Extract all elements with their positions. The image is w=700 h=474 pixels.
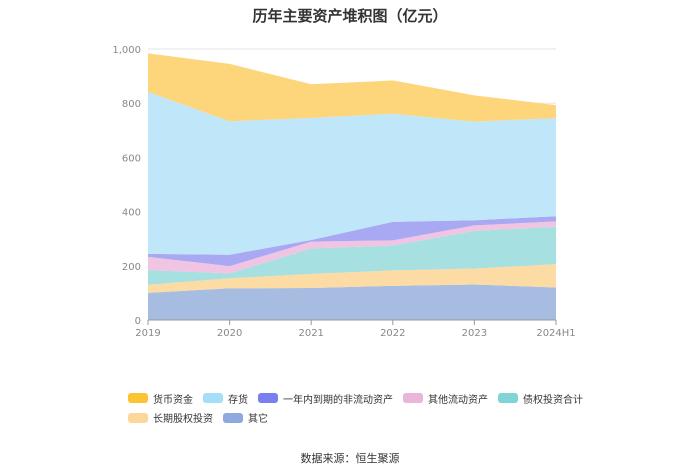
area-货币资金 <box>148 53 556 122</box>
x-tick-label: 2023 <box>462 328 487 339</box>
y-tick-label: 200 <box>122 262 141 273</box>
legend-label: 货币资金 <box>153 394 193 406</box>
y-tick-label: 600 <box>122 153 141 164</box>
y-tick-label: 1,000 <box>112 45 141 56</box>
legend-item[interactable]: 一年内到期的非流动资产 <box>258 389 393 408</box>
legend-label: 存货 <box>228 394 248 406</box>
legend-swatch <box>128 393 148 403</box>
x-tick-label: 2019 <box>135 328 160 339</box>
data-source-note: 数据来源：恒生聚源 <box>300 452 400 465</box>
area-长期股权投资 <box>148 264 556 293</box>
legend: 货币资金 存货 一年内到期的非流动资产 其他流动资产 债权投资合计长期股权投资 其它 <box>128 388 598 427</box>
chart-title: 历年主要资产堆积图（亿元） <box>252 7 448 25</box>
legend-item[interactable]: 存货 <box>203 389 248 408</box>
legend-swatch <box>223 412 243 423</box>
legend-label: 一年内到期的非流动资产 <box>283 394 393 406</box>
y-tick-label: 0 <box>135 316 141 327</box>
legend-label: 债权投资合计 <box>523 394 583 406</box>
axes: 0 200 400 600 800 1,000 2019 2020 2021 2022 2023 20… <box>112 45 575 339</box>
legend-label: 长期股权投资 <box>153 414 213 425</box>
x-tick-label: 2021 <box>298 328 323 339</box>
area-其他流动资产 <box>148 221 556 274</box>
y-tick-label: 400 <box>122 208 141 219</box>
y-tick-label: 800 <box>122 99 141 110</box>
legend-item[interactable]: 其它 <box>223 408 268 427</box>
area-series-group <box>148 53 556 320</box>
legend-item[interactable]: 长期股权投资 <box>128 408 213 427</box>
legend-swatch <box>203 393 223 403</box>
legend-swatch <box>258 393 278 403</box>
x-tick-label: 2020 <box>217 328 242 339</box>
legend-label: 其他流动资产 <box>428 394 488 406</box>
x-tick-label: 2024H1 <box>536 328 575 339</box>
area-一年内到期的非流动资产 <box>148 216 556 267</box>
area-其它 <box>148 284 556 320</box>
legend-item[interactable]: 债权投资合计 <box>498 389 583 408</box>
x-tick-label: 2022 <box>380 328 405 339</box>
legend-item[interactable]: 其他流动资产 <box>403 389 488 408</box>
legend-label: 其它 <box>248 414 268 425</box>
legend-item[interactable]: 货币资金 <box>128 389 193 408</box>
area-债权投资合计 <box>148 226 556 285</box>
legend-swatch <box>498 393 518 403</box>
legend-swatch <box>128 412 148 423</box>
legend-swatch <box>403 393 423 403</box>
area-存货 <box>148 91 556 255</box>
